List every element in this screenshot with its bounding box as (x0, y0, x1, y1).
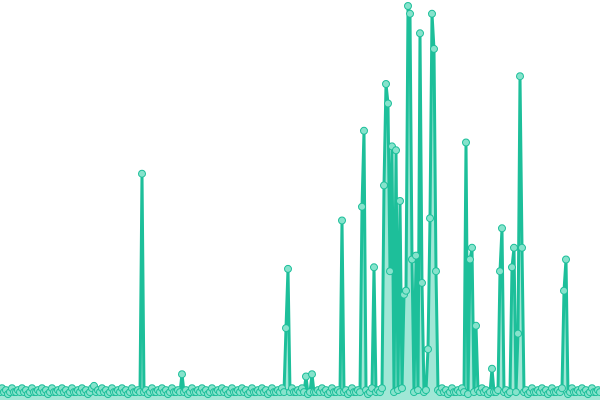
data-point (466, 255, 474, 264)
data-point (416, 29, 424, 38)
data-point (378, 384, 386, 393)
data-point (512, 388, 520, 397)
data-point (426, 214, 434, 223)
data-point (468, 243, 476, 252)
data-point (138, 169, 146, 178)
data-point (418, 278, 426, 287)
data-point (386, 267, 394, 276)
data-point (404, 2, 412, 10)
data-point (432, 267, 440, 276)
data-point (358, 202, 366, 211)
data-point (558, 384, 566, 393)
data-point (596, 388, 600, 397)
data-point (498, 224, 506, 233)
data-point (424, 345, 432, 354)
data-point (518, 243, 526, 252)
data-point (384, 99, 392, 108)
data-point (508, 263, 516, 272)
data-point (488, 364, 496, 373)
data-point (396, 197, 404, 205)
data-point (514, 329, 522, 338)
data-point (516, 72, 524, 81)
data-point (308, 370, 316, 379)
data-point (370, 263, 378, 272)
series-line (0, 4, 600, 396)
data-point (178, 370, 186, 379)
data-point (360, 126, 368, 135)
data-point (380, 181, 388, 190)
data-point (338, 216, 346, 225)
data-point (560, 286, 568, 295)
data-point (398, 384, 406, 393)
data-point (282, 324, 290, 333)
data-point (472, 321, 480, 330)
data-point (428, 9, 436, 18)
data-point (392, 146, 400, 155)
data-point (382, 80, 390, 88)
data-point (510, 243, 518, 252)
data-point (402, 286, 410, 295)
data-point (422, 386, 430, 395)
data-point (284, 264, 292, 273)
data-point (406, 9, 414, 18)
data-point (562, 255, 570, 264)
data-point (496, 267, 504, 276)
line-layer (0, 4, 600, 396)
data-point (412, 251, 420, 260)
data-point (430, 44, 438, 53)
data-point (462, 138, 470, 147)
